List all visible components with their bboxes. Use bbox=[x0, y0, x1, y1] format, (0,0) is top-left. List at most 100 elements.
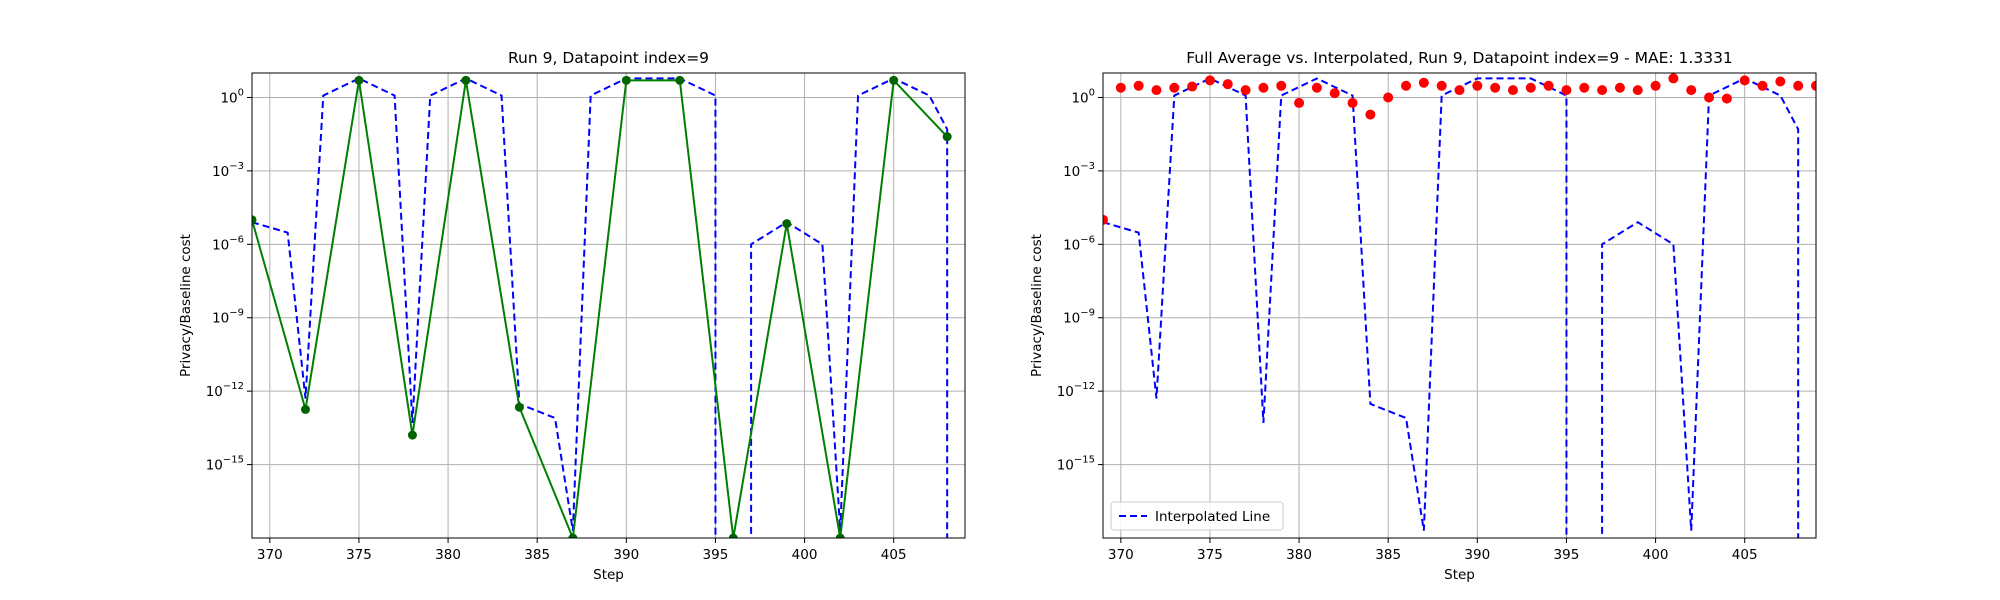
average-point bbox=[1507, 85, 1518, 96]
y-tick-label: 10−12 bbox=[1057, 381, 1095, 400]
plot-area bbox=[1103, 73, 1816, 538]
average-point bbox=[1597, 85, 1608, 96]
x-tick-label: 370 bbox=[1108, 547, 1134, 563]
average-point bbox=[1757, 80, 1768, 91]
average-point bbox=[1704, 92, 1715, 103]
x-tick-label: 375 bbox=[1197, 547, 1223, 563]
x-tick-label: 400 bbox=[1643, 547, 1669, 563]
x-tick-label: 395 bbox=[1554, 547, 1580, 563]
sampled-point bbox=[461, 75, 471, 85]
x-tick-label: 380 bbox=[435, 547, 461, 563]
sampled-point bbox=[621, 75, 631, 85]
average-point bbox=[1133, 80, 1144, 91]
average-point bbox=[1169, 82, 1180, 93]
right-chart: 370 375 380 385 390 395 400 40510010−310−610−91… bbox=[1029, 49, 1817, 583]
average-point bbox=[1222, 79, 1233, 90]
sampled-point bbox=[354, 75, 364, 85]
y-tick-label: 10−3 bbox=[212, 161, 244, 180]
sampled-point bbox=[889, 75, 899, 85]
average-point bbox=[1472, 80, 1483, 91]
y-axis-label: Privacy/Baseline cost bbox=[178, 234, 194, 377]
average-point bbox=[1365, 109, 1376, 120]
chart-title: Run 9, Datapoint index=9 bbox=[508, 49, 709, 67]
y-axis: 100 10−3 10−6 10−9 10−12 10−15 bbox=[206, 87, 252, 474]
average-point bbox=[1614, 82, 1625, 93]
average-point bbox=[1775, 76, 1786, 87]
y-tick-label: 10−3 bbox=[1063, 161, 1095, 180]
left-chart: 370 375 380 385 390 395 400 40510010−310−610−91… bbox=[178, 49, 966, 583]
average-point bbox=[1561, 85, 1572, 96]
average-point bbox=[1543, 80, 1554, 91]
grid bbox=[1103, 73, 1816, 538]
grid bbox=[252, 73, 965, 538]
average-point bbox=[1811, 80, 1816, 91]
y-tick-label: 100 bbox=[1071, 87, 1095, 106]
x-tick-label: 385 bbox=[524, 547, 550, 563]
average-point bbox=[1294, 97, 1305, 108]
sampled-point bbox=[514, 402, 524, 412]
average-point bbox=[1668, 73, 1679, 84]
x-axis-label: Step bbox=[1444, 567, 1475, 583]
y-tick-label: 10−15 bbox=[206, 455, 244, 474]
y-axis-label: Privacy/Baseline cost bbox=[1029, 234, 1045, 377]
sampled-point bbox=[407, 430, 417, 440]
x-tick-label: 375 bbox=[346, 547, 372, 563]
sampled-point bbox=[835, 533, 845, 538]
legend: Interpolated Line bbox=[1110, 501, 1284, 531]
x-tick-label: 405 bbox=[881, 547, 907, 563]
x-axis: 370 375 380 385 390 395 400 405 bbox=[257, 538, 907, 563]
average-point bbox=[1103, 214, 1108, 225]
average-point bbox=[1347, 97, 1358, 108]
y-tick-label: 10−12 bbox=[206, 381, 244, 400]
average-point bbox=[1311, 82, 1322, 93]
legend-box bbox=[1110, 501, 1284, 531]
x-tick-label: 390 bbox=[1464, 547, 1490, 563]
average-point bbox=[1436, 80, 1447, 91]
x-tick-label: 405 bbox=[1732, 547, 1758, 563]
average-point bbox=[1793, 80, 1804, 91]
legend-entry: Interpolated Line bbox=[1155, 509, 1270, 525]
y-tick-label: 10−9 bbox=[212, 308, 244, 327]
y-tick-label: 10−15 bbox=[1057, 455, 1095, 474]
plot-frame bbox=[1102, 72, 1817, 539]
average-point bbox=[1329, 88, 1340, 99]
average-point bbox=[1721, 93, 1732, 104]
average-point bbox=[1204, 75, 1215, 86]
average-point bbox=[1579, 82, 1590, 93]
y-tick-label: 10−6 bbox=[1063, 234, 1095, 253]
x-tick-label: 385 bbox=[1375, 547, 1401, 563]
y-tick-label: 10−6 bbox=[212, 234, 244, 253]
sampled-point bbox=[675, 75, 685, 85]
chart-title: Full Average vs. Interpolated, Run 9, Da… bbox=[1186, 49, 1733, 67]
x-tick-label: 370 bbox=[257, 547, 283, 563]
average-point bbox=[1383, 92, 1394, 103]
x-tick-label: 390 bbox=[613, 547, 639, 563]
average-point bbox=[1454, 85, 1465, 96]
x-tick-label: 380 bbox=[1286, 547, 1312, 563]
y-tick-label: 10−9 bbox=[1063, 308, 1095, 327]
average-point bbox=[1490, 82, 1501, 93]
plot-frame bbox=[251, 72, 966, 539]
sampled-point bbox=[568, 533, 578, 538]
plot-area bbox=[252, 75, 952, 538]
x-axis-label: Step bbox=[593, 567, 624, 583]
y-axis: 100 10−3 10−6 10−9 10−12 10−15 bbox=[1057, 87, 1103, 474]
sampled-point bbox=[300, 404, 310, 414]
average-point bbox=[1258, 82, 1269, 93]
sampled-point bbox=[782, 219, 792, 229]
sampled-point bbox=[942, 132, 952, 142]
average-point bbox=[1240, 85, 1251, 96]
average-point bbox=[1739, 75, 1750, 86]
average-point bbox=[1525, 82, 1536, 93]
interpolated-line bbox=[252, 77, 949, 538]
sampled-point bbox=[252, 215, 257, 225]
average-point bbox=[1686, 85, 1697, 96]
average-point bbox=[1115, 82, 1126, 93]
average-point bbox=[1276, 80, 1287, 91]
average-point bbox=[1401, 80, 1412, 91]
x-tick-label: 400 bbox=[792, 547, 818, 563]
average-point bbox=[1632, 85, 1643, 96]
average-point bbox=[1650, 80, 1661, 91]
